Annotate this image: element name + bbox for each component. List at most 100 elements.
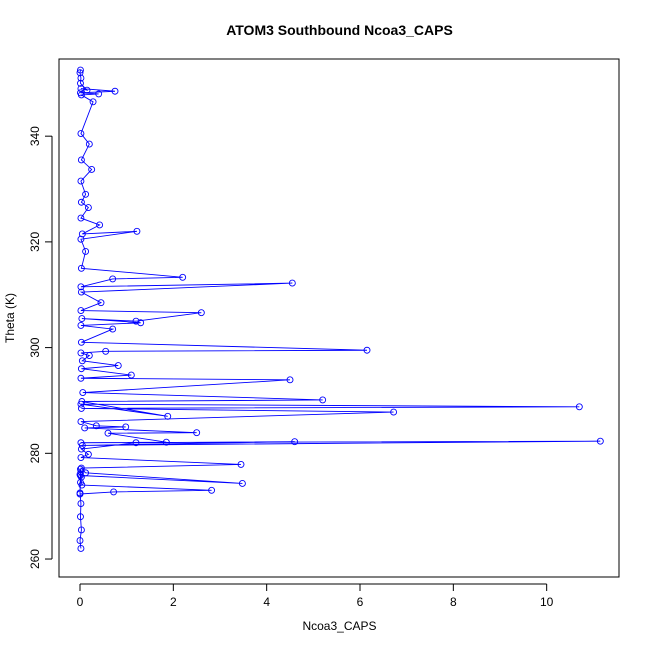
data-point [81,424,89,432]
x-axis-label: Ncoa3_CAPS [302,619,376,633]
chart-title: ATOM3 Southbound Ncoa3_CAPS [226,22,453,38]
data-point [208,486,216,494]
data-point [78,315,86,322]
x-tick-label: 8 [450,595,457,609]
data-point [76,537,84,544]
data-point [288,279,296,287]
series-path [79,70,601,549]
data-point [77,307,85,315]
data-point [390,408,398,416]
data-point [77,214,85,222]
data-point [77,500,85,507]
data-point [84,450,92,458]
y-tick-label: 260 [28,549,42,569]
data-point [104,429,112,437]
data-point [97,299,105,307]
data-point [127,371,135,379]
y-axis-label: Theta (K) [3,293,17,343]
data-point [114,362,122,370]
data-point [238,479,246,487]
data-point [596,437,604,445]
data-point [77,439,85,447]
data-point [179,273,187,281]
y-tick-label: 340 [28,126,42,146]
data-point [132,439,140,447]
data-point [77,130,85,137]
data-point [122,423,130,431]
data-point [77,349,85,357]
data-point [77,66,84,74]
data-point [77,79,84,87]
data-point [237,460,245,468]
data-point [77,89,84,97]
data-point [77,85,85,93]
data-point [77,365,85,373]
data-point [96,221,104,229]
data-point [76,490,84,498]
x-tick-label: 6 [357,595,364,609]
data-point [319,396,327,404]
data-point [162,438,170,446]
data-point [77,374,85,382]
data-point [77,321,85,329]
data-point [77,198,85,206]
series-points [76,66,604,552]
data-point [133,227,141,235]
data-point [84,204,92,211]
x-axis: 0 2 4 6 8 10 [77,583,554,609]
data-point [77,468,85,476]
data-point [193,429,201,437]
data-point [78,357,86,365]
data-point [85,352,93,359]
x-tick-label: 2 [170,595,177,609]
series-line [79,70,601,549]
plot-frame [58,58,620,578]
y-tick-label: 320 [28,232,42,252]
data-point [82,190,90,198]
data-point [197,309,205,317]
data-point [77,288,85,296]
data-point [95,90,103,98]
y-tick-label: 300 [28,337,42,357]
data-point [77,156,85,164]
x-tick-label: 10 [540,595,554,609]
data-point [77,526,85,534]
x-tick-label: 4 [263,595,270,609]
data-point [291,438,299,446]
y-axis: 260 280 300 320 340 [28,126,53,569]
data-point [110,488,118,496]
data-point [102,347,110,355]
data-point [78,398,86,405]
data-point [363,346,371,354]
data-point [77,177,85,185]
data-point [575,403,583,411]
data-point [76,69,84,77]
data-point [77,338,85,346]
y-tick-label: 280 [28,443,42,463]
data-point [83,86,91,94]
data-point [77,464,85,472]
data-point [78,230,86,238]
data-point [82,247,90,255]
data-point [77,74,85,82]
data-point [164,412,172,420]
data-point [92,422,100,430]
data-point [89,98,97,106]
data-point [77,513,84,521]
data-point [85,140,93,148]
data-point [77,404,85,412]
data-point [77,283,85,291]
data-point [109,275,117,283]
data-point [79,389,87,396]
data-point [77,418,85,426]
data-point [77,454,85,461]
data-point [77,545,85,552]
x-tick-label: 0 [77,595,84,609]
data-point [78,481,86,489]
data-point [82,469,90,477]
data-point [132,317,140,325]
data-point [137,319,145,327]
data-point [88,166,96,173]
data-point [111,87,119,95]
